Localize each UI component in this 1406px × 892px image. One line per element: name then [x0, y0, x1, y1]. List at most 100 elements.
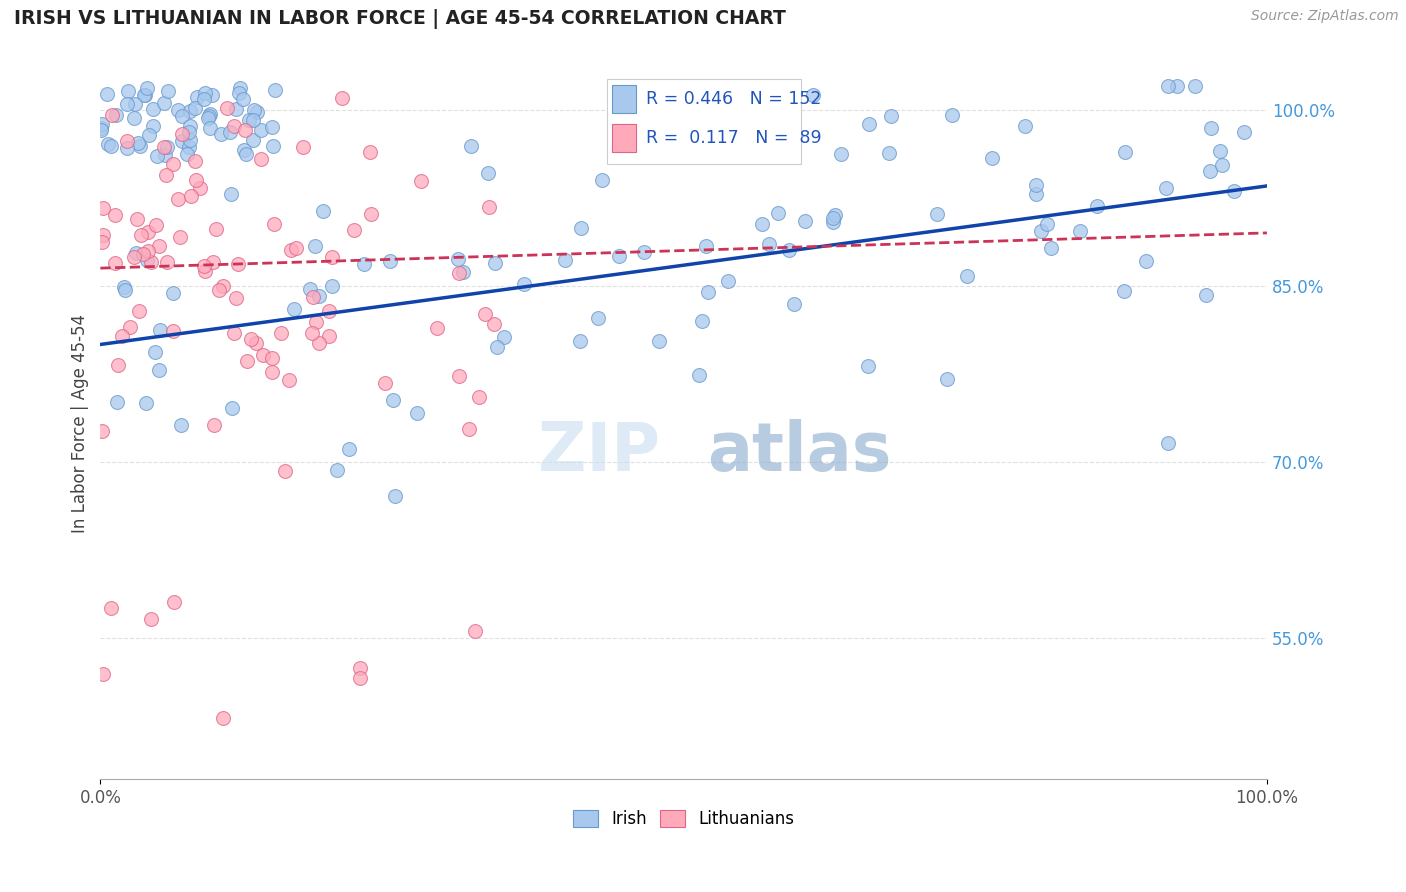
- Point: [1198, 164, 1220, 178]
- Point: [409, 174, 432, 188]
- Point: [205, 221, 228, 235]
- Point: [90, 123, 112, 137]
- Point: [91, 227, 114, 242]
- Point: [569, 220, 592, 235]
- Text: Source: ZipAtlas.com: Source: ZipAtlas.com: [1251, 9, 1399, 23]
- Point: [184, 173, 207, 187]
- Point: [690, 313, 713, 327]
- Point: [152, 95, 174, 110]
- Point: [198, 107, 221, 121]
- Point: [122, 250, 145, 264]
- Point: [232, 93, 254, 107]
- Point: [1036, 217, 1059, 231]
- Point: [766, 206, 789, 220]
- Point: [172, 135, 194, 149]
- Point: [823, 215, 845, 229]
- Point: [308, 336, 330, 351]
- Point: [246, 104, 269, 119]
- Point: [695, 239, 717, 253]
- Point: [228, 86, 250, 100]
- Point: [114, 283, 136, 297]
- Point: [202, 417, 225, 432]
- Point: [688, 368, 710, 382]
- Point: [980, 151, 1002, 165]
- Point: [360, 207, 382, 221]
- Point: [143, 344, 166, 359]
- Point: [221, 401, 243, 415]
- Point: [484, 256, 506, 270]
- Point: [233, 143, 256, 157]
- Point: [1211, 158, 1233, 172]
- Point: [128, 139, 150, 153]
- Point: [225, 102, 247, 116]
- Point: [145, 218, 167, 232]
- Point: [956, 269, 979, 284]
- Text: ZIP: ZIP: [538, 419, 661, 485]
- Point: [148, 323, 170, 337]
- Point: [135, 396, 157, 410]
- Point: [697, 285, 720, 300]
- Point: [169, 229, 191, 244]
- Point: [235, 353, 257, 368]
- Point: [105, 395, 128, 409]
- Point: [449, 267, 471, 281]
- Point: [1209, 144, 1232, 158]
- Point: [1199, 121, 1222, 136]
- Point: [179, 104, 201, 119]
- Point: [105, 108, 128, 122]
- Point: [1184, 79, 1206, 94]
- Point: [96, 87, 118, 102]
- Point: [343, 223, 366, 237]
- Point: [198, 110, 221, 124]
- Point: [250, 152, 273, 166]
- Point: [468, 390, 491, 404]
- Point: [830, 147, 852, 161]
- Point: [117, 84, 139, 98]
- Point: [263, 83, 285, 97]
- Point: [135, 252, 157, 267]
- Point: [284, 241, 307, 255]
- Point: [1195, 288, 1218, 302]
- Point: [1157, 436, 1180, 450]
- Point: [451, 265, 474, 279]
- Point: [179, 124, 201, 138]
- Point: [318, 304, 340, 318]
- Point: [111, 328, 134, 343]
- Point: [93, 667, 115, 681]
- Point: [554, 252, 576, 267]
- Point: [280, 244, 302, 258]
- Point: [162, 324, 184, 338]
- Point: [132, 87, 155, 102]
- Point: [380, 254, 402, 268]
- Point: [224, 120, 246, 134]
- Point: [262, 139, 284, 153]
- Point: [925, 207, 948, 221]
- Point: [492, 330, 515, 344]
- FancyBboxPatch shape: [613, 124, 636, 152]
- Point: [305, 315, 328, 329]
- Point: [242, 113, 264, 128]
- Point: [148, 239, 170, 253]
- Point: [115, 96, 138, 111]
- Point: [783, 297, 806, 311]
- Point: [330, 91, 353, 105]
- Y-axis label: In Labor Force | Age 45-54: In Labor Force | Age 45-54: [72, 314, 89, 533]
- Point: [447, 252, 470, 267]
- Point: [177, 140, 200, 154]
- Point: [1040, 241, 1063, 255]
- Point: [586, 310, 609, 325]
- Point: [169, 417, 191, 432]
- Point: [478, 200, 501, 214]
- Point: [162, 286, 184, 301]
- Point: [458, 422, 481, 436]
- Point: [152, 140, 174, 154]
- Point: [170, 110, 193, 124]
- Point: [382, 393, 405, 408]
- Point: [238, 112, 260, 127]
- FancyBboxPatch shape: [606, 79, 801, 163]
- Point: [136, 244, 159, 258]
- Point: [1154, 180, 1177, 194]
- Point: [117, 141, 139, 155]
- Point: [880, 109, 903, 123]
- Text: R =  0.117   N =  89: R = 0.117 N = 89: [647, 128, 823, 147]
